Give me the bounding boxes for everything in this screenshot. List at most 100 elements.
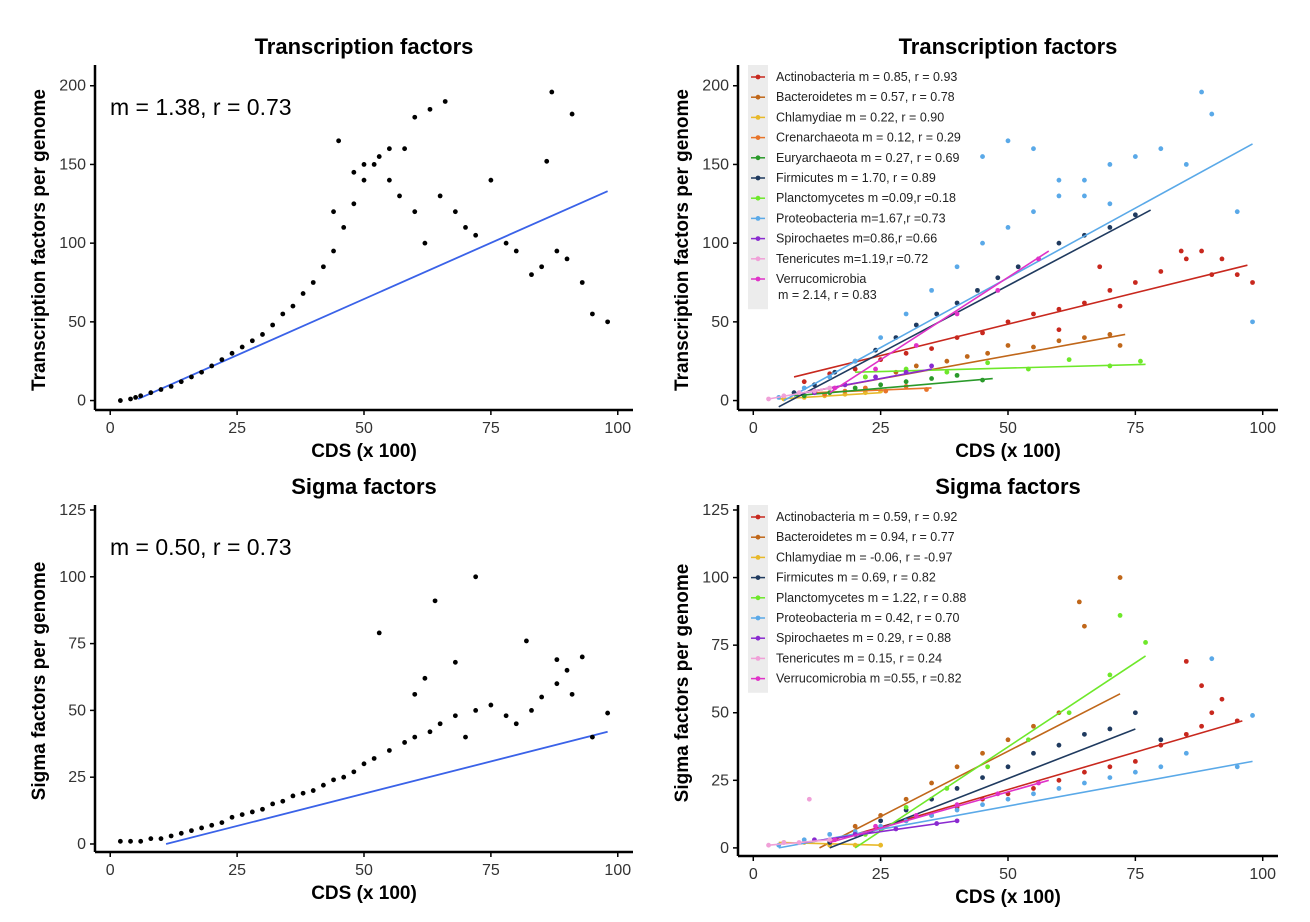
data-point (117, 838, 123, 844)
y-axis-title: Transcription factors per genome (672, 89, 693, 391)
data-point (929, 363, 934, 369)
legend-stat: m=0.86,r =0.66 (852, 232, 937, 246)
data-point (341, 774, 347, 780)
data-point (209, 822, 215, 828)
data-point (1132, 769, 1138, 775)
data-point (605, 319, 611, 325)
data-point (402, 146, 408, 152)
data-point (1056, 786, 1062, 791)
data-point (376, 154, 382, 159)
data-point (985, 764, 991, 770)
data-point (1082, 193, 1087, 199)
legend-label: Planctomycetes m = 1.22, r = 0.88 (776, 591, 966, 605)
data-point (1005, 737, 1011, 743)
legend-label: Spirochaetes m = 0.29, r = 0.88 (776, 631, 951, 645)
data-point (412, 691, 418, 697)
data-point (1031, 786, 1036, 791)
data-point (1076, 599, 1082, 605)
data-point (564, 667, 570, 673)
data-point (168, 833, 174, 839)
x-tick-label: 25 (872, 866, 890, 883)
data-point (980, 775, 985, 781)
x-tick-label: 0 (106, 862, 115, 879)
data-point (1031, 146, 1036, 152)
data-point (1183, 658, 1189, 664)
data-point (954, 264, 960, 270)
data-point (554, 681, 560, 687)
data-point (569, 691, 575, 697)
legend-stat: m = 0.22, r = 0.90 (845, 110, 944, 124)
series-fit-line (768, 838, 830, 846)
data-point (1183, 256, 1189, 262)
data-point (1097, 264, 1103, 270)
chart-panel-4: Sigma factors 0 25 50 75 100 0 25 50 75 100 125 CDS … (672, 474, 1278, 908)
legend-key-point (755, 575, 761, 580)
y-tick-label: 75 (711, 637, 729, 654)
data-point (148, 836, 154, 842)
data-point (280, 798, 286, 804)
x-axis-title: CDS (x 100) (311, 441, 417, 462)
data-point (371, 162, 377, 167)
series-fit-line (819, 693, 1121, 849)
data-point (422, 240, 428, 246)
data-point (1005, 225, 1011, 230)
data-point (529, 272, 534, 278)
data-point (852, 385, 858, 391)
data-point (473, 232, 479, 238)
data-point (1107, 726, 1113, 732)
y-axis-title: Sigma factors per genome (672, 564, 693, 803)
series-fit-line (778, 760, 1253, 849)
data-point (320, 264, 326, 270)
legend-label: Bacteroidetes m = 0.94, r = 0.77 (776, 530, 955, 544)
data-point (1178, 248, 1184, 254)
data-point (954, 786, 960, 791)
legend-label: Euryarchaeota m = 0.27, r = 0.69 (776, 151, 959, 165)
legend-stat: m=1.19,r =0.72 (843, 252, 928, 266)
x-tick-label: 25 (872, 420, 890, 437)
data-point (579, 280, 585, 285)
legend-label: Firmicutes m = 1.70, r = 0.89 (776, 171, 936, 185)
data-point (903, 311, 909, 317)
legend-label: Chlamydiae m = -0.06, r = -0.97 (776, 550, 953, 564)
data-point (1250, 713, 1255, 718)
legend-label: Verrucomicrobia m =0.55, r =0.82 (776, 672, 962, 686)
data-point (1219, 696, 1225, 702)
data-point (1031, 311, 1036, 317)
data-point (985, 360, 991, 366)
data-point (929, 780, 934, 786)
data-point (427, 106, 433, 112)
legend-label: Planctomycetes m =0.09,r =0.18 (776, 191, 956, 205)
data-point (473, 707, 479, 713)
legend-label: Verrucomicrobia (776, 272, 866, 286)
data-point (1132, 154, 1138, 159)
series-fit-line (854, 655, 1146, 849)
data-point (1056, 240, 1062, 246)
data-point (1082, 300, 1087, 306)
x-tick-label: 75 (482, 420, 500, 437)
data-point (1005, 343, 1011, 348)
data-point (209, 363, 215, 369)
data-point (178, 379, 184, 385)
fit-annotation: m = 0.50, r = 0.73 (110, 534, 292, 560)
data-point (1082, 769, 1087, 775)
data-point (1143, 640, 1148, 645)
data-point (1250, 280, 1255, 285)
data-point (341, 225, 347, 230)
chart-title: Transcription factors (255, 34, 474, 59)
data-point (138, 838, 144, 844)
data-point (128, 838, 133, 844)
data-point (452, 209, 458, 215)
legend-key-point (755, 534, 761, 540)
x-tick-label: 75 (1126, 866, 1144, 883)
data-point (432, 598, 438, 604)
data-point (1031, 723, 1036, 729)
data-point (985, 350, 991, 356)
legend-key-point (755, 514, 761, 520)
legend-stat: m = -0.06, r = -0.97 (845, 550, 952, 564)
y-tick-label: 125 (702, 502, 729, 519)
data-point (539, 694, 545, 700)
legend-key-point (755, 656, 761, 661)
series-tenericutes (766, 796, 833, 848)
data-point (513, 721, 519, 727)
data-point (290, 793, 296, 799)
